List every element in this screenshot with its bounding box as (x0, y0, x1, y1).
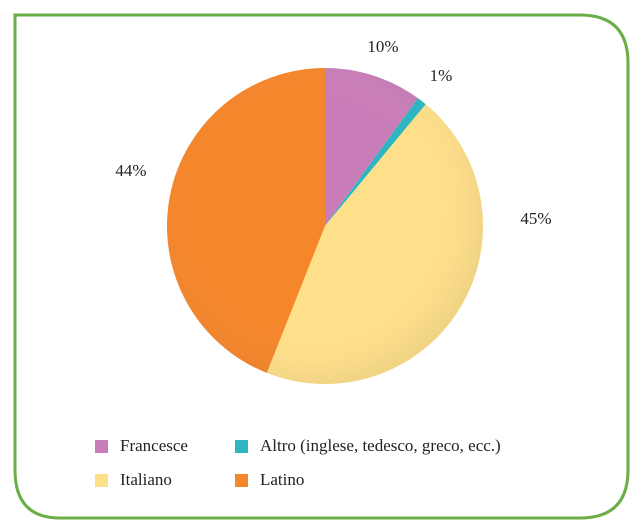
data-label: 1% (430, 66, 453, 85)
legend-swatch (95, 440, 108, 453)
legend-label: Latino (260, 470, 304, 489)
data-label: 45% (520, 209, 551, 228)
pie-shade (167, 68, 483, 384)
legend-swatch (235, 440, 248, 453)
legend-label: Francesce (120, 436, 188, 455)
legend-swatch (235, 474, 248, 487)
legend-label: Altro (inglese, tedesco, greco, ecc.) (260, 436, 501, 455)
data-label: 44% (115, 161, 146, 180)
frame (13, 13, 630, 520)
legend-label: Italiano (120, 470, 172, 489)
pie: 10% 1% 45% 44% (115, 37, 552, 384)
legend-swatch (95, 474, 108, 487)
data-label: 10% (367, 37, 398, 56)
legend: Francesce Altro (inglese, tedesco, greco,… (95, 436, 501, 489)
